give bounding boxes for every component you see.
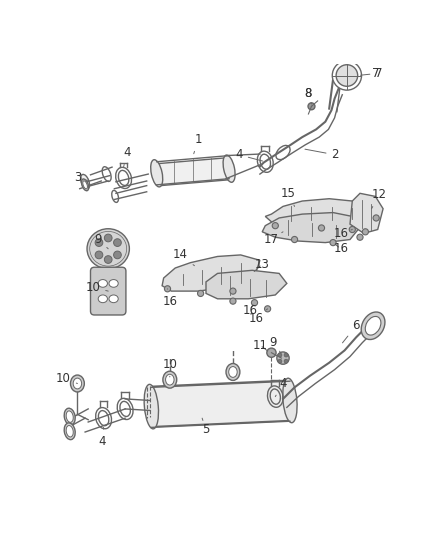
Ellipse shape — [109, 280, 118, 287]
Text: 3: 3 — [74, 172, 88, 184]
Text: 10: 10 — [85, 281, 108, 294]
Text: 9: 9 — [95, 233, 108, 249]
Ellipse shape — [64, 423, 75, 440]
Text: 2: 2 — [305, 148, 339, 161]
Ellipse shape — [83, 181, 88, 189]
Text: 9: 9 — [269, 336, 281, 353]
Text: 15: 15 — [281, 187, 296, 206]
Polygon shape — [350, 193, 383, 233]
Ellipse shape — [230, 288, 236, 294]
Polygon shape — [265, 199, 371, 225]
Ellipse shape — [113, 251, 121, 259]
Ellipse shape — [229, 367, 237, 377]
Ellipse shape — [230, 298, 236, 304]
Ellipse shape — [361, 312, 385, 340]
Ellipse shape — [164, 286, 170, 292]
Text: 7: 7 — [360, 67, 383, 80]
Text: 6: 6 — [343, 319, 360, 343]
Text: 16: 16 — [162, 289, 177, 308]
Polygon shape — [262, 213, 360, 243]
Ellipse shape — [64, 408, 75, 425]
Ellipse shape — [330, 239, 336, 246]
Ellipse shape — [66, 411, 73, 422]
Ellipse shape — [265, 306, 271, 312]
Text: 5: 5 — [202, 418, 210, 436]
Ellipse shape — [267, 348, 276, 357]
Ellipse shape — [151, 160, 163, 187]
Ellipse shape — [318, 225, 325, 231]
Ellipse shape — [104, 256, 112, 263]
Text: 10: 10 — [162, 358, 177, 377]
Ellipse shape — [349, 227, 355, 232]
Text: 4: 4 — [123, 146, 131, 167]
Ellipse shape — [291, 237, 298, 243]
Ellipse shape — [278, 359, 282, 363]
Text: 8: 8 — [305, 87, 312, 100]
Ellipse shape — [95, 251, 103, 259]
Text: 16: 16 — [333, 243, 348, 255]
Ellipse shape — [71, 375, 85, 392]
Ellipse shape — [163, 371, 177, 388]
Ellipse shape — [223, 155, 235, 182]
Ellipse shape — [373, 215, 379, 221]
Text: 14: 14 — [173, 248, 194, 265]
Ellipse shape — [81, 179, 88, 191]
Text: 8: 8 — [305, 87, 312, 104]
Text: 11: 11 — [252, 338, 268, 351]
Ellipse shape — [90, 231, 127, 266]
Ellipse shape — [81, 174, 90, 189]
FancyBboxPatch shape — [91, 267, 126, 315]
Ellipse shape — [278, 353, 282, 357]
Ellipse shape — [166, 374, 174, 385]
Text: 17: 17 — [264, 232, 283, 246]
Polygon shape — [162, 255, 260, 291]
Ellipse shape — [332, 61, 361, 90]
Ellipse shape — [283, 378, 297, 423]
Ellipse shape — [198, 290, 204, 296]
Text: 1: 1 — [194, 133, 202, 154]
Text: 12: 12 — [371, 188, 387, 209]
Polygon shape — [148, 381, 293, 426]
Ellipse shape — [109, 295, 118, 303]
Text: 10: 10 — [56, 372, 78, 385]
Ellipse shape — [365, 317, 381, 335]
Ellipse shape — [104, 234, 112, 242]
Text: 4: 4 — [235, 148, 263, 161]
Polygon shape — [153, 158, 233, 185]
Text: 7: 7 — [372, 67, 379, 80]
Text: 4: 4 — [98, 427, 106, 448]
Polygon shape — [206, 270, 287, 299]
Ellipse shape — [226, 364, 240, 381]
Ellipse shape — [284, 353, 288, 357]
Ellipse shape — [357, 234, 363, 240]
Ellipse shape — [277, 352, 289, 364]
Ellipse shape — [362, 229, 368, 235]
Text: 16: 16 — [248, 309, 268, 325]
Ellipse shape — [336, 64, 358, 86]
Text: 16: 16 — [333, 227, 352, 240]
Ellipse shape — [251, 300, 258, 306]
Ellipse shape — [113, 239, 121, 246]
Text: 4: 4 — [276, 377, 287, 397]
Text: 13: 13 — [254, 257, 270, 271]
Ellipse shape — [144, 384, 159, 429]
Ellipse shape — [66, 425, 73, 437]
Ellipse shape — [284, 359, 288, 363]
Ellipse shape — [73, 378, 81, 389]
Ellipse shape — [272, 223, 279, 229]
Ellipse shape — [87, 229, 129, 269]
Text: 16: 16 — [242, 304, 258, 317]
Ellipse shape — [98, 280, 107, 287]
Ellipse shape — [98, 295, 107, 303]
Ellipse shape — [308, 103, 315, 110]
Ellipse shape — [95, 239, 103, 246]
